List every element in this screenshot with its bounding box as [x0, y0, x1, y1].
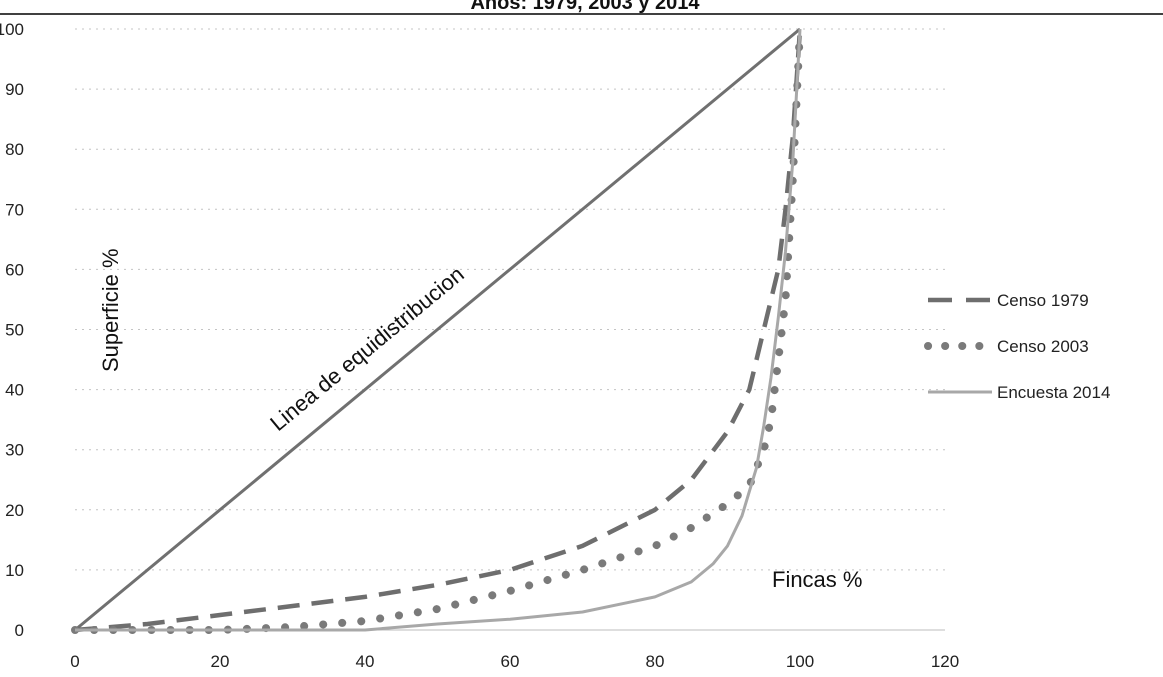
y-tick-label: 40: [5, 381, 24, 400]
y-axis-label: Superficie %: [98, 248, 123, 372]
x-tick-label: 100: [786, 652, 814, 671]
y-tick-label: 80: [5, 140, 24, 159]
legend: Censo 1979 Censo 2003 Encuesta 2014: [924, 291, 1110, 402]
y-tick-label: 20: [5, 501, 24, 520]
chart-title: Años: 1979, 2003 y 2014: [470, 0, 700, 14]
y-tick-label: 0: [15, 621, 24, 640]
y-tick-labels: 0 10 20 30 40 50 60 70 80 90 100: [0, 20, 24, 640]
series-lines: [71, 25, 804, 634]
y-tick-label: 60: [5, 260, 24, 279]
legend-label: Encuesta 2014: [997, 383, 1110, 402]
y-tick-label: 70: [5, 200, 24, 219]
series-line-censo-2003: [71, 25, 804, 634]
equality-line: [74, 27, 801, 632]
x-tick-label: 120: [931, 652, 959, 671]
y-tick-label: 100: [0, 20, 24, 39]
y-tick-label: 10: [5, 561, 24, 580]
grid-lines: [75, 28, 945, 571]
equality-line-label: Linea de equidistribucion: [265, 261, 468, 435]
legend-label: Censo 1979: [997, 291, 1089, 310]
legend-label: Censo 2003: [997, 337, 1089, 356]
x-tick-label: 60: [501, 652, 520, 671]
x-axis-label: Fincas %: [772, 567, 862, 592]
x-tick-label: 80: [646, 652, 665, 671]
y-tick-label: 90: [5, 80, 24, 99]
x-tick-label: 0: [70, 652, 79, 671]
x-tick-labels: 0 20 40 60 80 100 120: [70, 652, 959, 671]
x-tick-label: 40: [356, 652, 375, 671]
y-tick-label: 50: [5, 321, 24, 340]
x-tick-label: 20: [211, 652, 230, 671]
series-line-censo-1979: [74, 28, 803, 633]
series-line-encuesta-2014: [75, 28, 802, 632]
y-tick-label: 30: [5, 441, 24, 460]
